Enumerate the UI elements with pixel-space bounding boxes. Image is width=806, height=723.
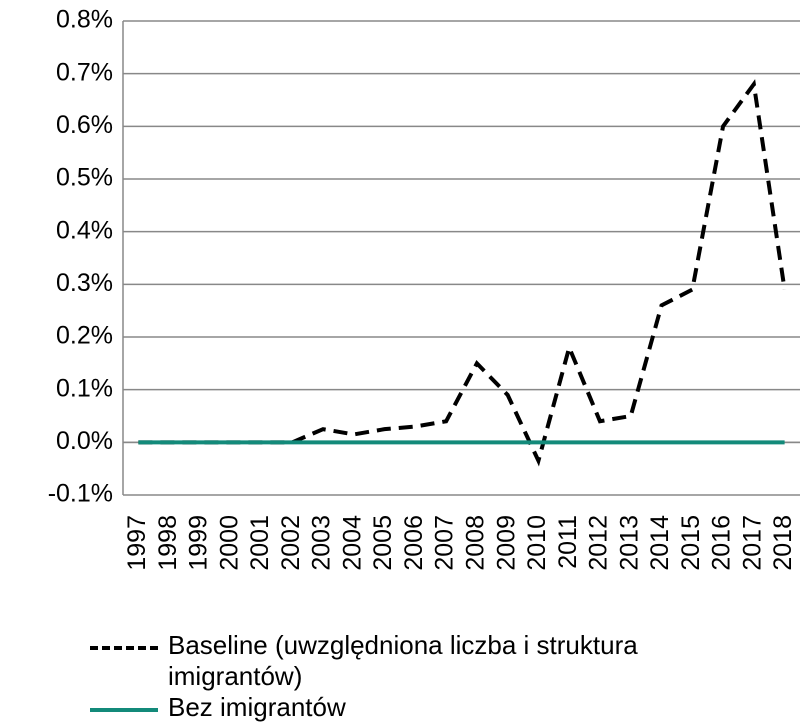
x-tick-label: 2016: [708, 515, 736, 571]
x-tick-label: 2015: [677, 515, 705, 571]
y-tick-label: 0.0%: [56, 427, 113, 455]
x-tick-label: 2009: [492, 515, 520, 571]
y-tick-label: 0.4%: [56, 216, 113, 244]
x-tick-label: 2001: [246, 515, 274, 571]
x-tick-label: 2003: [308, 515, 336, 571]
x-tick-label: 2002: [277, 515, 305, 571]
x-tick-label: 2012: [585, 515, 613, 571]
y-tick-label: 0.7%: [56, 58, 113, 86]
x-tick-label: 2014: [646, 515, 674, 571]
x-tick-label: 2005: [369, 515, 397, 571]
legend-label: Bez imigrantów: [168, 692, 346, 722]
x-tick-label: 1999: [185, 515, 213, 571]
y-tick-label: 0.2%: [56, 322, 113, 350]
x-tick-label: 2000: [215, 515, 243, 571]
y-tick-label: 0.6%: [56, 111, 113, 139]
x-tick-label: 2007: [431, 515, 459, 571]
x-tick-label: 2017: [738, 515, 766, 571]
y-tick-label: 0.1%: [56, 374, 113, 402]
legend-swatch: [90, 708, 158, 712]
x-tick-label: 2013: [615, 515, 643, 571]
x-tick-label: 1998: [154, 515, 182, 571]
x-tick-label: 2018: [769, 515, 797, 571]
y-tick-label: -0.1%: [48, 480, 113, 508]
x-tick-label: 2004: [338, 515, 366, 571]
legend: Baseline (uwzględniona liczba i struktur…: [0, 630, 806, 723]
x-tick-label: 2010: [523, 515, 551, 571]
legend-swatch: [90, 646, 158, 650]
legend-label: Baseline (uwzględniona liczba i struktur…: [168, 630, 638, 691]
y-tick-label: 0.3%: [56, 269, 113, 297]
series-line: [138, 79, 787, 467]
x-tick-label: 2006: [400, 515, 428, 571]
legend-item: Bez imigrantów: [0, 692, 768, 723]
chart: -0.1% 0.0% 0.1% 0.2% 0.3% 0.4% 0.5% 0.6% 0.7% 0.8…: [48, 6, 800, 571]
x-tick-label: 2011: [554, 515, 582, 569]
legend-item: Baseline (uwzględniona liczba i struktur…: [0, 630, 768, 692]
x-tick-label: 1997: [123, 515, 151, 571]
y-tick-label: 0.8%: [56, 6, 113, 34]
x-tick-label: 2008: [461, 515, 489, 571]
y-tick-label: 0.5%: [56, 164, 113, 192]
page: -0.1% 0.0% 0.1% 0.2% 0.3% 0.4% 0.5% 0.6% 0.7% 0.8…: [47, 5, 800, 722]
